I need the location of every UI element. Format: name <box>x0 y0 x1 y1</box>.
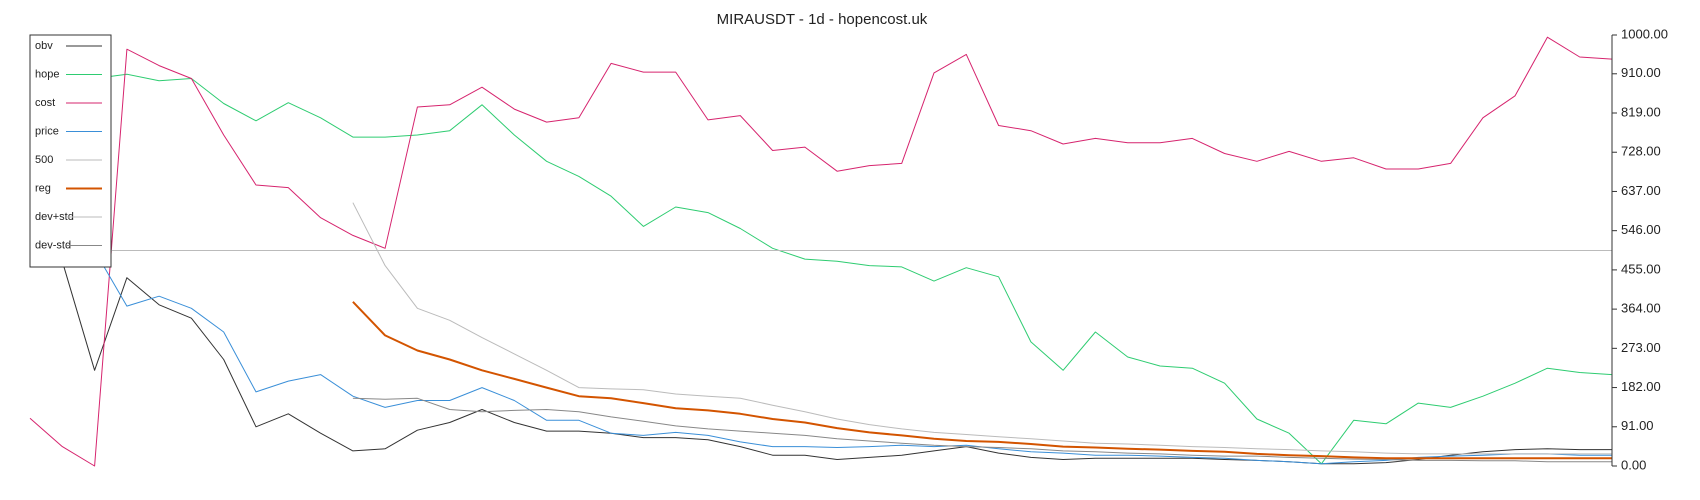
series-line <box>352 202 1612 455</box>
series-line <box>30 73 1613 465</box>
y-tick-label: 273.00 <box>1621 340 1661 355</box>
legend-label: obv <box>35 40 53 52</box>
plot-area <box>29 36 1613 467</box>
series-line <box>352 301 1612 460</box>
y-tick-label: 455.00 <box>1621 261 1661 276</box>
y-tick-label: 364.00 <box>1621 301 1661 316</box>
legend-label: reg <box>35 182 51 194</box>
y-tick-label: 728.00 <box>1621 144 1661 159</box>
legend-label: price <box>35 125 59 137</box>
series-line <box>29 36 1613 467</box>
legend-label: cost <box>35 97 55 109</box>
legend-label: dev-std <box>35 239 71 251</box>
series-line <box>352 397 1612 463</box>
series-line <box>29 185 1612 465</box>
y-tick-label: 910.00 <box>1621 65 1661 80</box>
y-tick-label: 819.00 <box>1621 104 1661 119</box>
y-tick-label: 182.00 <box>1621 379 1661 394</box>
y-axis: 0.00 91.00 182.00 273.00 364.00 455.00 546.00 6… <box>1611 26 1668 472</box>
y-tick-label: 1000.00 <box>1621 26 1668 41</box>
y-tick-label: 546.00 <box>1621 222 1661 237</box>
y-tick-label: 0.00 <box>1621 457 1646 472</box>
chart-title: MIRAUSDT - 1d - hopencost.uk <box>717 11 928 28</box>
legend-label: hope <box>35 68 59 80</box>
series-line <box>29 195 1612 465</box>
legend: obv hope cost price 500 reg dev+std dev-std <box>29 34 112 268</box>
legend-label: 500 <box>35 154 53 166</box>
y-tick-label: 91.00 <box>1621 418 1654 433</box>
legend-box <box>29 34 112 268</box>
y-tick-label: 637.00 <box>1621 183 1661 198</box>
legend-label: dev+std <box>35 211 74 223</box>
